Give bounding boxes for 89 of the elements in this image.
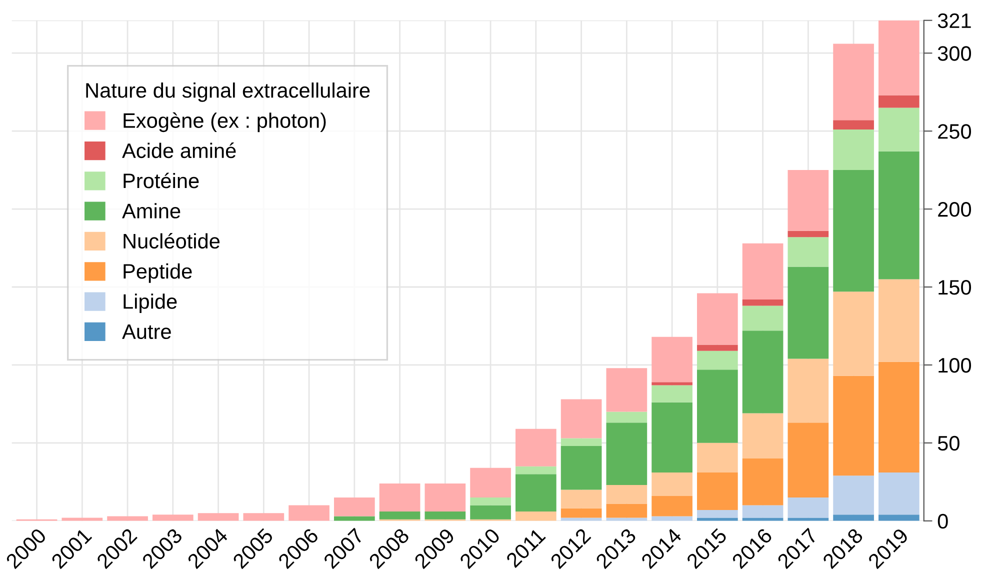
legend-label: Autre: [122, 324, 171, 340]
bar: [652, 336, 692, 382]
y-tick-label: 250: [938, 124, 972, 139]
bar: [833, 476, 874, 515]
bar: [334, 498, 375, 516]
bar: [560, 508, 602, 518]
bar: [606, 368, 648, 412]
bar: [833, 170, 874, 292]
bar: [697, 370, 738, 443]
bar: [697, 442, 738, 473]
bar: [470, 498, 511, 506]
bar: [878, 362, 920, 473]
bar: [334, 516, 375, 521]
bar: [878, 20, 920, 96]
bar: [788, 498, 829, 518]
bar: [107, 516, 148, 521]
bar: [152, 514, 194, 521]
bar: [697, 510, 738, 518]
bar: [470, 468, 511, 498]
legend-title: Nature du signal extracellulaire: [86, 82, 370, 102]
bar: [424, 483, 466, 512]
bar: [516, 474, 556, 512]
bar: [379, 512, 420, 520]
bar: [833, 514, 874, 521]
bar: [742, 330, 784, 414]
bar: [652, 382, 692, 386]
bar: [742, 299, 784, 306]
bar: [424, 512, 466, 520]
legend-label: Exogène (ex : photon): [124, 112, 326, 132]
bar: [606, 412, 648, 423]
y-tick-label: 321: [938, 13, 971, 28]
bar: [833, 130, 874, 170]
bar: [788, 266, 829, 359]
bar: [470, 505, 511, 520]
bar: [560, 490, 602, 508]
bar: [697, 472, 738, 510]
bar: [652, 385, 692, 402]
bar: [742, 413, 784, 459]
y-tick-label: 100: [938, 358, 972, 373]
bar: [788, 422, 829, 498]
bar: [833, 376, 874, 476]
bar: [833, 44, 874, 120]
bar: [878, 95, 920, 108]
bar: [288, 505, 330, 521]
bar: [788, 358, 829, 423]
bar: [833, 120, 874, 130]
bar: [516, 466, 556, 474]
y-tick-label: 150: [938, 280, 972, 295]
bar: [878, 108, 920, 152]
bar: [788, 230, 829, 238]
legend-label: Lipide: [124, 294, 177, 314]
bar: [652, 402, 692, 473]
bar: [379, 483, 420, 512]
bar: [606, 422, 648, 486]
bar: [833, 292, 874, 376]
bar: [697, 344, 738, 351]
legend-label: Peptide: [124, 263, 192, 283]
bar: [697, 293, 738, 345]
bar: [878, 279, 920, 362]
bar: [742, 243, 784, 300]
bar: [516, 428, 556, 466]
bar: [606, 504, 648, 518]
legend-label: Protéine: [124, 172, 199, 188]
bar: [560, 399, 602, 438]
legend-label: Amine: [122, 203, 180, 218]
bar: [560, 438, 602, 446]
y-tick-label: 0: [938, 514, 948, 529]
bar: [606, 485, 648, 504]
bar: [788, 170, 829, 231]
bar: [742, 505, 784, 518]
y-tick-label: 300: [938, 46, 972, 61]
bar: [652, 472, 692, 496]
bar: [878, 514, 920, 521]
bar: [652, 496, 692, 516]
bar: [878, 472, 920, 515]
bar: [516, 512, 556, 521]
bar: [652, 516, 692, 521]
y-tick-label: 200: [938, 202, 972, 217]
y-tick-label: 50: [938, 436, 960, 451]
bar: [742, 306, 784, 331]
bar: [878, 151, 920, 280]
bar: [788, 237, 829, 267]
bar: [243, 513, 284, 521]
legend-label: Nucléotide: [124, 233, 220, 249]
bar: [742, 458, 784, 506]
bar: [560, 446, 602, 490]
legend-label: Acide aminé: [122, 142, 236, 158]
bar: [697, 350, 738, 370]
bar: [198, 513, 239, 521]
